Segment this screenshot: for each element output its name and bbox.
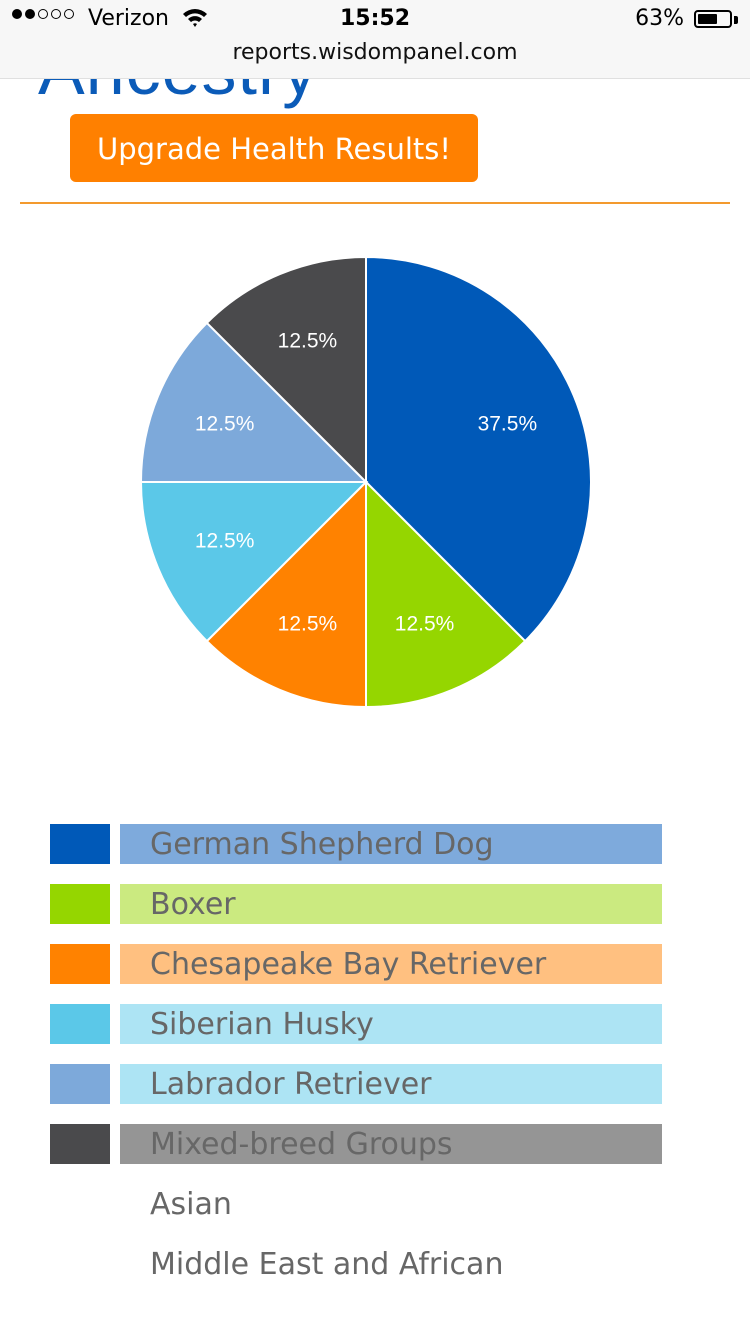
legend-subgroup-label: Middle East and African xyxy=(150,1247,504,1282)
pie-slice-label: 12.5% xyxy=(195,530,255,553)
legend-bar xyxy=(120,824,662,864)
legend-bar xyxy=(120,944,662,984)
legend-bar xyxy=(120,1064,662,1104)
battery-icon xyxy=(694,10,732,28)
legend-row: Chesapeake Bay Retriever xyxy=(50,944,670,984)
legend-row: Siberian Husky xyxy=(50,1004,670,1044)
legend-label: German Shepherd Dog xyxy=(150,827,494,862)
legend-subgroup-label: Asian xyxy=(150,1187,232,1222)
signal-dot xyxy=(51,9,61,19)
legend-bar xyxy=(120,1004,662,1044)
legend-row: Boxer xyxy=(50,884,670,924)
pie-slice-label: 37.5% xyxy=(478,412,538,435)
ancestry-legend: German Shepherd Dog Boxer Chesapeake Bay R… xyxy=(50,824,670,1304)
pie-slice-german-shepherd-dog xyxy=(365,255,592,643)
pie-slice-label: 12.5% xyxy=(278,330,338,353)
pie-slice-label: 12.5% xyxy=(278,612,338,635)
pie-slice-siberian-husky xyxy=(139,481,369,643)
legend-label: Chesapeake Bay Retriever xyxy=(150,947,547,982)
legend-row: Mixed-breed Groups xyxy=(50,1124,670,1164)
signal-dot xyxy=(25,9,35,19)
legend-label: Siberian Husky xyxy=(150,1007,374,1042)
legend-subgroup-row: Asian xyxy=(50,1184,670,1224)
signal-dot xyxy=(38,9,48,19)
pie-slice-boxer xyxy=(365,479,527,709)
signal-dot xyxy=(64,9,74,19)
browser-top-bar: Verizon 15:52 63% reports.wisdompanel.co… xyxy=(0,0,750,79)
pie-slice-label: 12.5% xyxy=(195,412,255,435)
ancestry-pie-chart: 37.5% 12.5% 12.5% 12.5% 12.5% 12.5% xyxy=(139,255,592,709)
legend-label: Boxer xyxy=(150,887,236,922)
signal-strength-icon xyxy=(12,9,74,19)
legend-label: Labrador Retriever xyxy=(150,1067,432,1102)
address-bar[interactable]: reports.wisdompanel.com xyxy=(232,40,518,65)
legend-bar xyxy=(120,884,662,924)
legend-subgroup-row: Middle East and African xyxy=(50,1244,670,1284)
pie-slice-labrador-retriever xyxy=(139,321,369,483)
legend-label: Mixed-breed Groups xyxy=(150,1127,453,1162)
pie-slice-chesapeake-bay-retriever xyxy=(205,479,367,709)
legend-row: German Shepherd Dog xyxy=(50,824,670,864)
pie-slice-mixed-breed-groups xyxy=(205,255,367,485)
legend-swatch xyxy=(50,824,110,864)
wifi-icon xyxy=(182,8,208,34)
battery-tip xyxy=(734,16,738,24)
carrier-name: Verizon xyxy=(88,6,169,31)
legend-swatch xyxy=(50,1064,110,1104)
status-time: 15:52 xyxy=(339,6,411,31)
legend-swatch xyxy=(50,884,110,924)
battery-percent: 63% xyxy=(635,6,684,31)
upgrade-health-results-button[interactable]: Upgrade Health Results! xyxy=(70,114,478,182)
legend-swatch xyxy=(50,1004,110,1044)
legend-swatch xyxy=(50,1124,110,1164)
legend-row: Labrador Retriever xyxy=(50,1064,670,1104)
status-bar: Verizon 15:52 63% xyxy=(0,6,750,36)
section-divider xyxy=(20,202,730,204)
legend-swatch xyxy=(50,944,110,984)
pie-slice-label: 12.5% xyxy=(395,612,455,635)
legend-bar xyxy=(120,1124,662,1164)
signal-dot xyxy=(12,9,22,19)
